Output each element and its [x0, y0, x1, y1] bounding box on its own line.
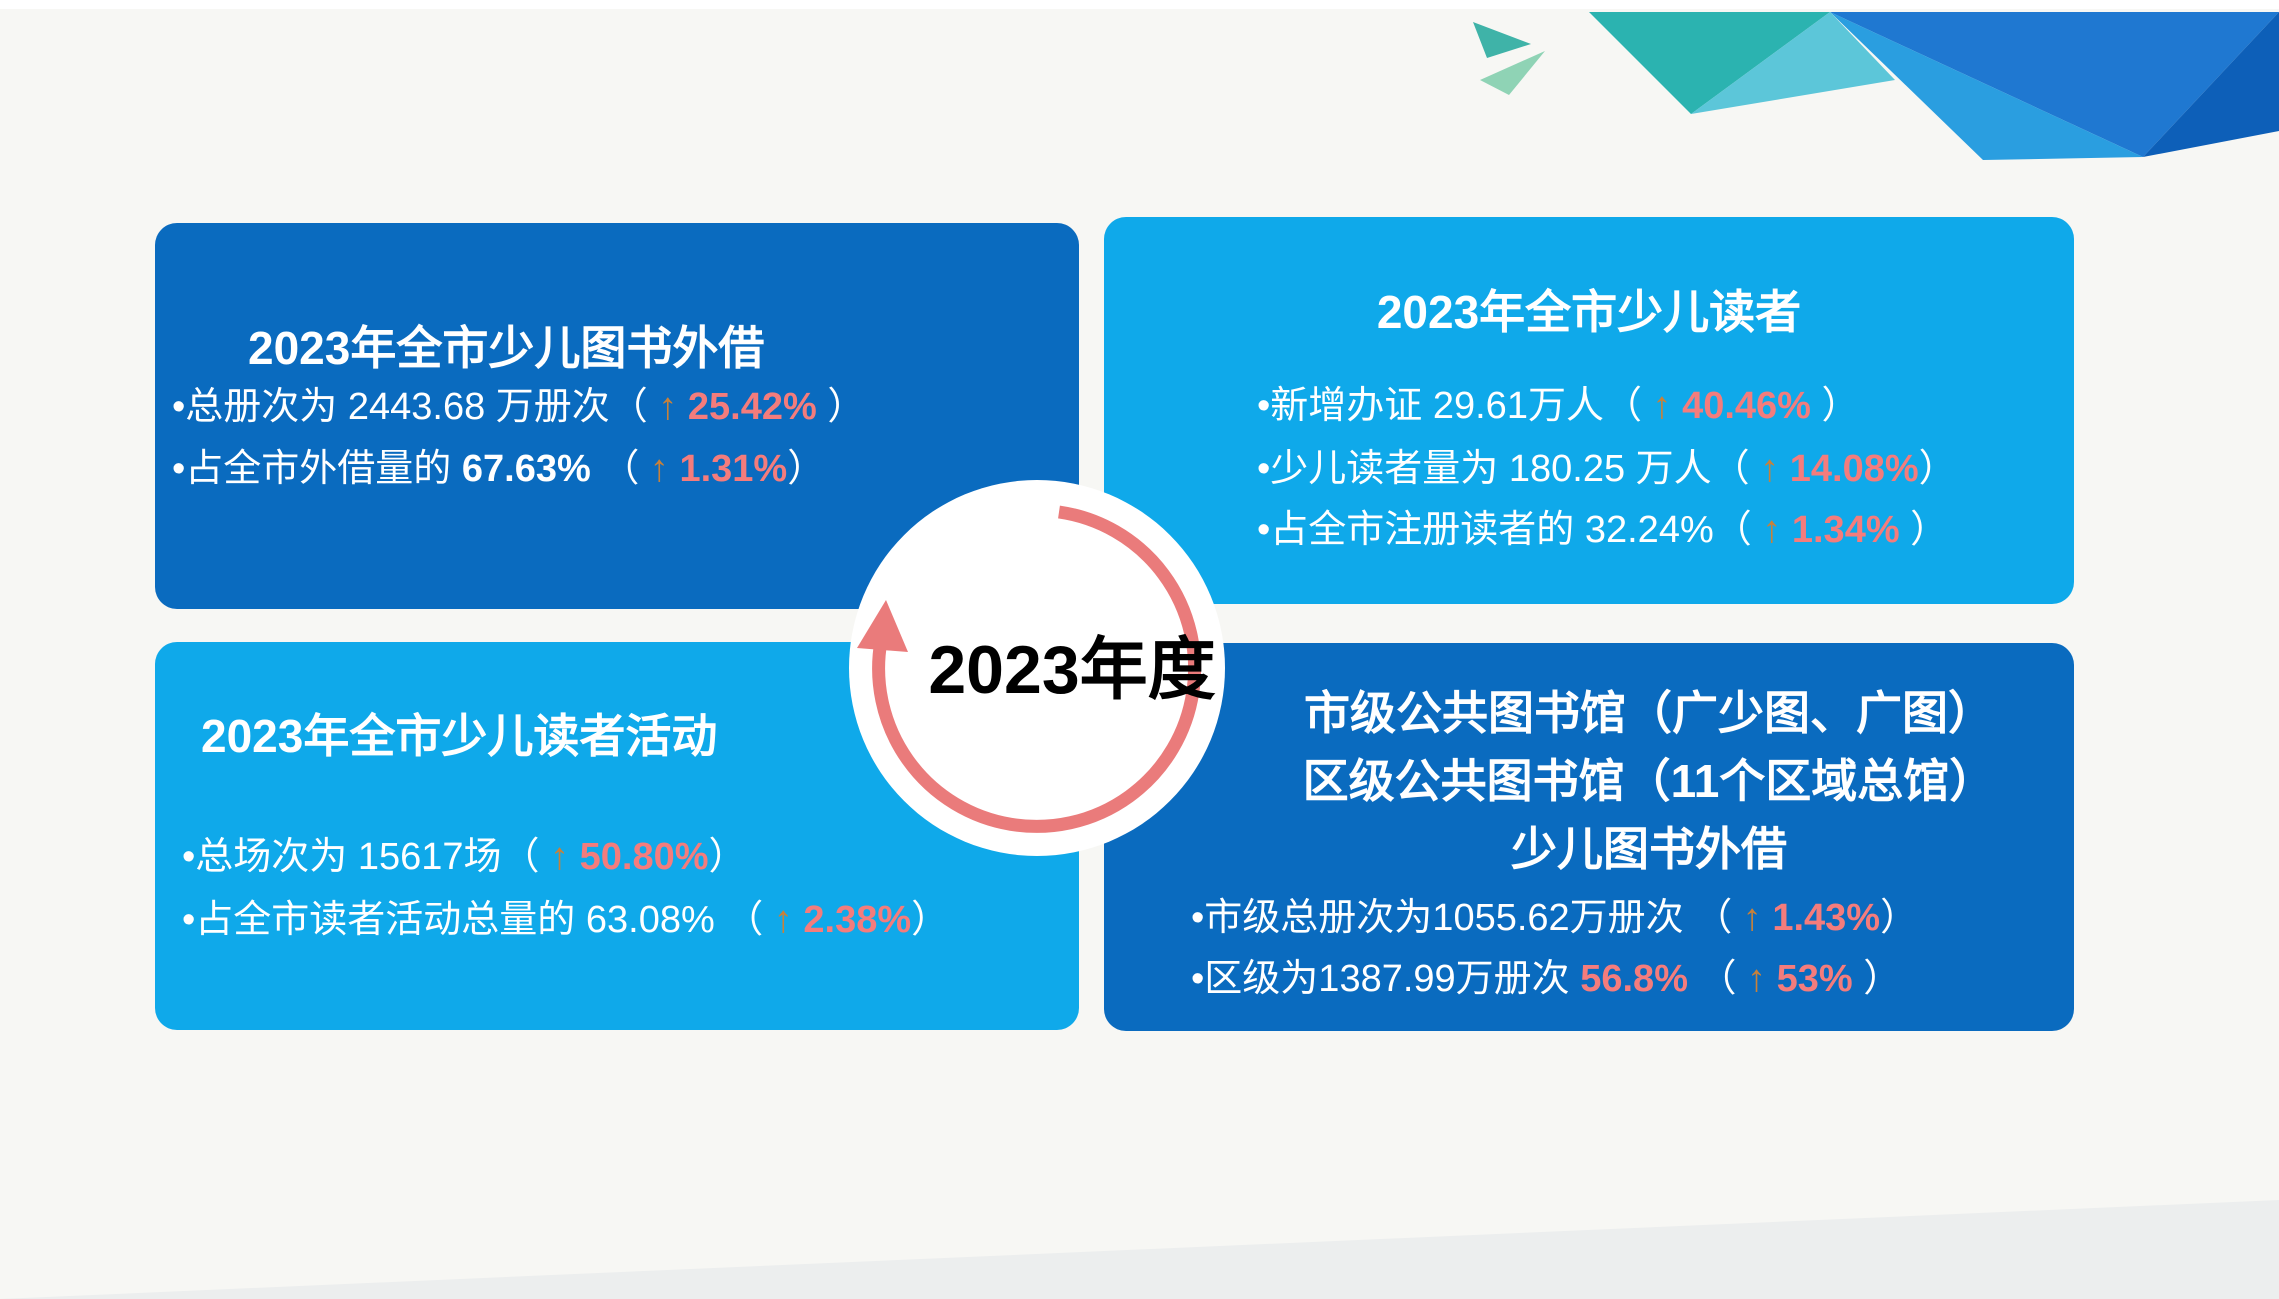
text-segment: 1.31%	[668, 448, 788, 490]
text-segment: •总册次为 2443.68 万册次（	[172, 386, 659, 428]
text-segment: 1.34%	[1781, 509, 1900, 551]
text-segment: ↑	[1742, 897, 1762, 939]
panel-title: 市级公共图书馆（广少图、广图）	[1304, 687, 1994, 739]
center-label: 2023年度	[928, 632, 1215, 708]
text-segment: （	[590, 448, 650, 490]
arrow-head	[857, 600, 908, 652]
bullet-line: •总册次为 2443.68 万册次（ ↑ 25.42% ）	[172, 381, 865, 433]
text-segment: （	[1687, 958, 1748, 1000]
text-segment: 1.43%	[1761, 897, 1881, 939]
text-segment: ）	[1918, 448, 1957, 490]
text-segment: •新增办证 29.61万人（	[1257, 385, 1653, 427]
text-segment: 25.42%	[677, 386, 817, 428]
text-segment: ↑	[1760, 448, 1780, 490]
triangle	[2143, 12, 2279, 157]
text-segment: •占全市注册读者的 32.24%（	[1257, 509, 1763, 551]
text-segment: ↑	[658, 386, 678, 428]
bullet-line: •少儿读者量为 180.25 万人（ ↑ 14.08%）	[1257, 443, 1957, 495]
triangle	[1473, 22, 1531, 58]
text-segment: 53%	[1766, 958, 1853, 1000]
panel: 市级公共图书馆（广少图、广图） 区级公共图书馆（11个区域总馆） 少儿图书外借 •市级…	[1104, 643, 2074, 1031]
top-strip	[0, 0, 2279, 9]
bullet-line: •区级为1387.99万册次 56.8% （ ↑ 53% ）	[1191, 953, 1901, 1005]
text-segment: ↑	[1762, 509, 1782, 551]
text-segment: •总场次为 15617场（	[182, 836, 551, 878]
bullet-line: •占全市读者活动总量的 63.08% （ ↑ 2.38%）	[182, 894, 949, 946]
bullet-line: •占全市注册读者的 32.24%（ ↑ 1.34% ）	[1257, 504, 1948, 556]
bottom-band	[0, 1200, 2279, 1299]
triangle	[1830, 12, 2279, 157]
panel: 2023年全市少儿读者 •新增办证 29.61万人（ ↑ 40.46% ） •少儿读…	[1104, 217, 2074, 604]
text-segment: ）	[1852, 958, 1902, 1000]
center-circle	[849, 480, 1225, 856]
text-segment: ）	[708, 836, 747, 878]
panel-title: 区级公共图书馆（11个区域总馆）	[1302, 755, 1996, 807]
text-segment: ）	[1899, 509, 1949, 551]
text-segment: •区级为1387.99万册次	[1191, 958, 1581, 1000]
text-segment: •少儿读者量为 180.25 万人（	[1257, 448, 1761, 490]
panel-title: 2023年全市少儿读者活动	[201, 710, 718, 762]
text-segment: 2.38%	[792, 899, 912, 941]
text-segment: ）	[1880, 897, 1919, 939]
panel-title: 2023年全市少儿读者	[1376, 286, 1802, 338]
text-segment: ）	[1810, 385, 1860, 427]
text-segment: ）	[816, 386, 866, 428]
text-segment: 56.8%	[1580, 958, 1688, 1000]
text-segment: •占全市外借量的	[172, 448, 462, 490]
text-segment: 67.63%	[461, 448, 591, 490]
bullet-line: •总场次为 15617场（ ↑ 50.80%）	[182, 831, 747, 883]
text-segment: ↑	[1747, 958, 1767, 1000]
text-segment: ↑	[1652, 385, 1672, 427]
text-segment: ）	[911, 899, 950, 941]
triangle	[1480, 51, 1545, 95]
text-segment: 40.46%	[1671, 385, 1811, 427]
text-segment: •占全市读者活动总量的 63.08% （	[182, 899, 774, 941]
triangle	[1691, 12, 1895, 114]
bullet-line: •占全市外借量的 67.63% （ ↑ 1.31%）	[172, 443, 825, 495]
text-segment: ↑	[649, 448, 669, 490]
panel-title: 少儿图书外借	[1511, 823, 1787, 875]
text-segment: ↑	[550, 836, 570, 878]
panel-title: 2023年全市少儿图书外借	[248, 322, 765, 374]
triangle	[1830, 12, 2143, 160]
text-segment: 14.08%	[1779, 448, 1919, 490]
cycle-arc	[872, 505, 1202, 833]
text-segment: ↑	[773, 899, 793, 941]
text-segment: 50.80%	[569, 836, 709, 878]
bullet-line: •新增办证 29.61万人（ ↑ 40.46% ）	[1257, 380, 1860, 432]
text-segment: ）	[787, 448, 826, 490]
triangle	[1589, 12, 1830, 114]
text-segment: •市级总册次为1055.62万册次 （	[1191, 897, 1743, 939]
bullet-line: •市级总册次为1055.62万册次 （ ↑ 1.43%）	[1191, 892, 1918, 944]
